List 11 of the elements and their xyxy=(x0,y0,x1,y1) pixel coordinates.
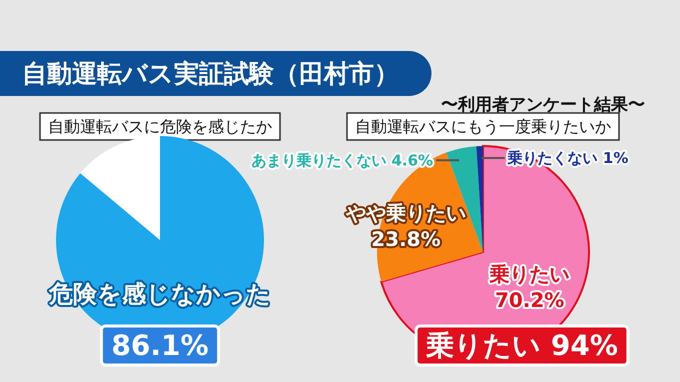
chart-title: 自動運転バスにもう一度乗りたいか xyxy=(355,117,611,136)
slice-label: 乗りたい xyxy=(488,262,570,286)
text: 乗りたい 94% xyxy=(426,329,618,362)
slice-label: 危険を感じなかった xyxy=(48,280,271,308)
pie-slice xyxy=(446,146,483,252)
data-label: 86.1% xyxy=(111,329,209,362)
text: 自動運転バス実証試験（田村市） xyxy=(22,59,399,88)
text: 〜利用者アンケート結果〜 xyxy=(441,95,645,115)
data-label: 70.2% xyxy=(494,288,564,312)
chart-title: 自動運転バスに危険を感じたか xyxy=(48,117,272,136)
slice-label: あまり乗りたくない 4.6% xyxy=(251,151,434,170)
